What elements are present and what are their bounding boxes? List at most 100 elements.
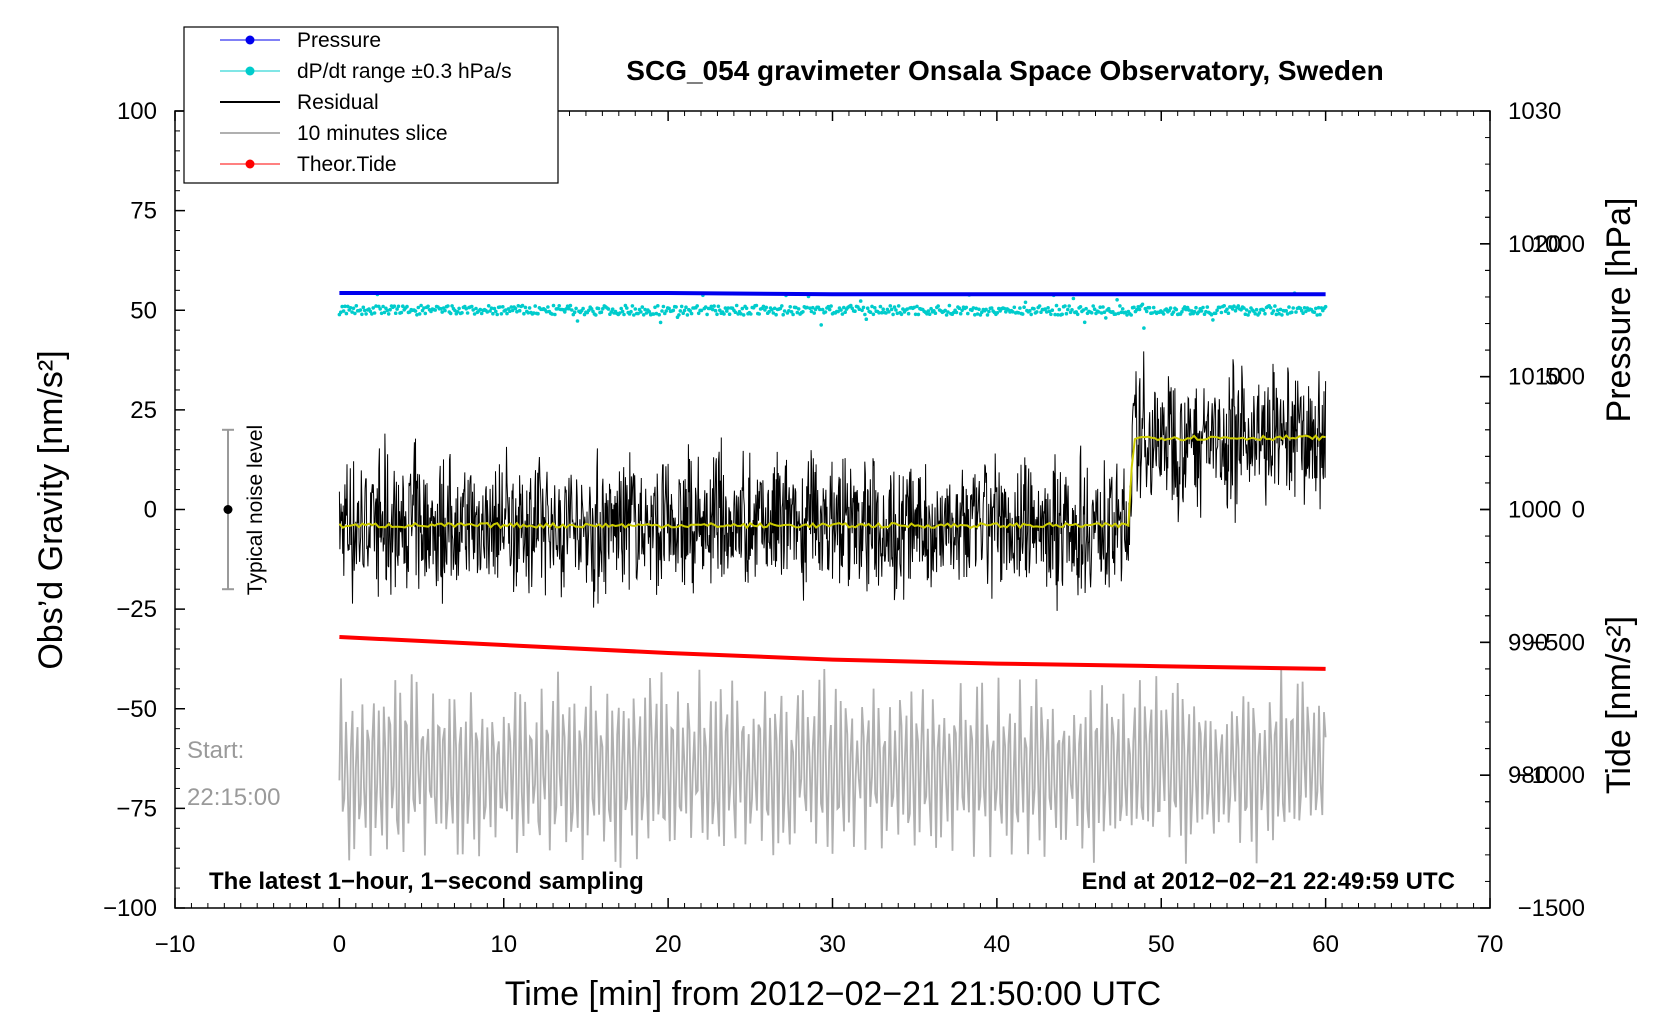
dpdt-point (1287, 305, 1291, 309)
dpdt-point (1301, 311, 1305, 316)
dpdt-point (1078, 305, 1083, 309)
dpdt-point (416, 305, 421, 310)
dpdt-point (651, 312, 656, 316)
dpdt-point (843, 310, 847, 315)
dpdt-point (677, 313, 681, 317)
dpdt-point (1247, 310, 1252, 314)
dpdt-point (1263, 311, 1267, 316)
pressure-axis-ticks: 1030 1020 1010 1000 990 980 (1480, 98, 1561, 829)
dpdt-point (353, 311, 357, 316)
dpdt-point (1029, 312, 1033, 317)
dpdt-point (826, 304, 831, 309)
dpdt-point (679, 304, 684, 309)
dpdt-point (1147, 305, 1152, 310)
pressure-tick-label: 990 (1508, 629, 1548, 656)
x-tick-label: 70 (1477, 931, 1504, 958)
dpdt-point (401, 304, 405, 309)
dpdt-point (771, 311, 776, 315)
pressure-tick-label: 980 (1508, 762, 1548, 789)
dpdt-point (440, 310, 445, 314)
dpdt-point (596, 306, 601, 311)
dpdt-point (1257, 311, 1262, 315)
dpdt-point (599, 310, 604, 315)
dpdt-point (532, 311, 536, 315)
dpdt-point (443, 308, 447, 313)
dpdt-point (1205, 305, 1210, 309)
dpdt-point (641, 313, 646, 317)
y-tick-label: 25 (130, 397, 157, 424)
dpdt-point (371, 306, 376, 310)
dpdt-point (1023, 300, 1028, 305)
dpdt-point (688, 309, 692, 313)
legend-swatch-dot (245, 159, 255, 169)
dpdt-point (654, 311, 659, 316)
dpdt-point (1144, 309, 1149, 314)
dpdt-point (423, 311, 428, 316)
residual-line (338, 351, 1327, 611)
chart-title: SCG_054 gravimeter Onsala Space Observat… (626, 55, 1383, 86)
dpdt-point (780, 304, 784, 308)
dpdt-point (661, 304, 666, 309)
dpdt-point (936, 304, 940, 308)
dpdt-point (460, 311, 464, 315)
dpdt-point (581, 306, 585, 311)
dpdt-point (1277, 311, 1281, 316)
dpdt-point (861, 305, 866, 310)
y-tick-label: 75 (130, 198, 157, 225)
legend-item: Residual (220, 91, 379, 114)
dpdt-point (536, 311, 540, 316)
dpdt-point (364, 312, 368, 316)
dpdt-point (516, 304, 521, 308)
dpdt-point (618, 311, 622, 315)
dpdt-point (362, 308, 367, 313)
dpdt-point (695, 304, 699, 308)
dpdt-point (839, 308, 843, 312)
dpdt-point (630, 304, 635, 308)
dpdt-point (495, 312, 500, 317)
dpdt-point (671, 308, 676, 313)
dpdt-point (696, 311, 701, 316)
dpdt-point (989, 306, 994, 310)
dpdt-point (1215, 308, 1219, 313)
x-tick-label: 40 (984, 931, 1011, 958)
y-tick-label: 0 (144, 497, 157, 524)
dpdt-point (754, 303, 759, 308)
dpdt-point (505, 311, 509, 316)
dpdt-point (1164, 307, 1169, 311)
dpdt-point (678, 309, 683, 313)
dpdt-point (1054, 303, 1059, 308)
dpdt-point (392, 304, 397, 309)
dpdt-point (1304, 309, 1308, 314)
dpdt-point (1047, 309, 1052, 314)
dpdt-point (1075, 312, 1080, 317)
dpdt-point (943, 308, 947, 313)
dpdt-point (927, 312, 932, 317)
dpdt-point (610, 307, 615, 312)
dpdt-point (1275, 308, 1280, 313)
dpdt-point (1278, 307, 1283, 312)
dpdt-point (386, 312, 391, 316)
dpdt-point (811, 305, 815, 310)
dpdt-point (510, 308, 515, 313)
dpdt-point (823, 310, 828, 314)
dpdt-point (887, 310, 891, 314)
dpdt-point (1209, 312, 1214, 317)
dpdt-point (1089, 311, 1094, 315)
dpdt-point (896, 304, 901, 308)
dpdt-point (739, 312, 743, 316)
dpdt-point (426, 304, 430, 309)
dpdt-point (1174, 307, 1179, 312)
dpdt-point (488, 309, 492, 313)
dpdt-point (977, 307, 981, 312)
dpdt-point (713, 308, 718, 313)
dpdt-point (622, 312, 626, 317)
dpdt-point (757, 312, 761, 316)
y-tick-label: −100 (103, 895, 157, 922)
dpdt-point (575, 319, 580, 323)
dpdt-point (1280, 313, 1284, 317)
dpdt-point (522, 311, 526, 316)
dpdt-point (1035, 310, 1039, 314)
dpdt-point (1232, 304, 1236, 309)
pressure-tick-label: 1020 (1508, 231, 1561, 258)
dpdt-point (526, 311, 530, 315)
